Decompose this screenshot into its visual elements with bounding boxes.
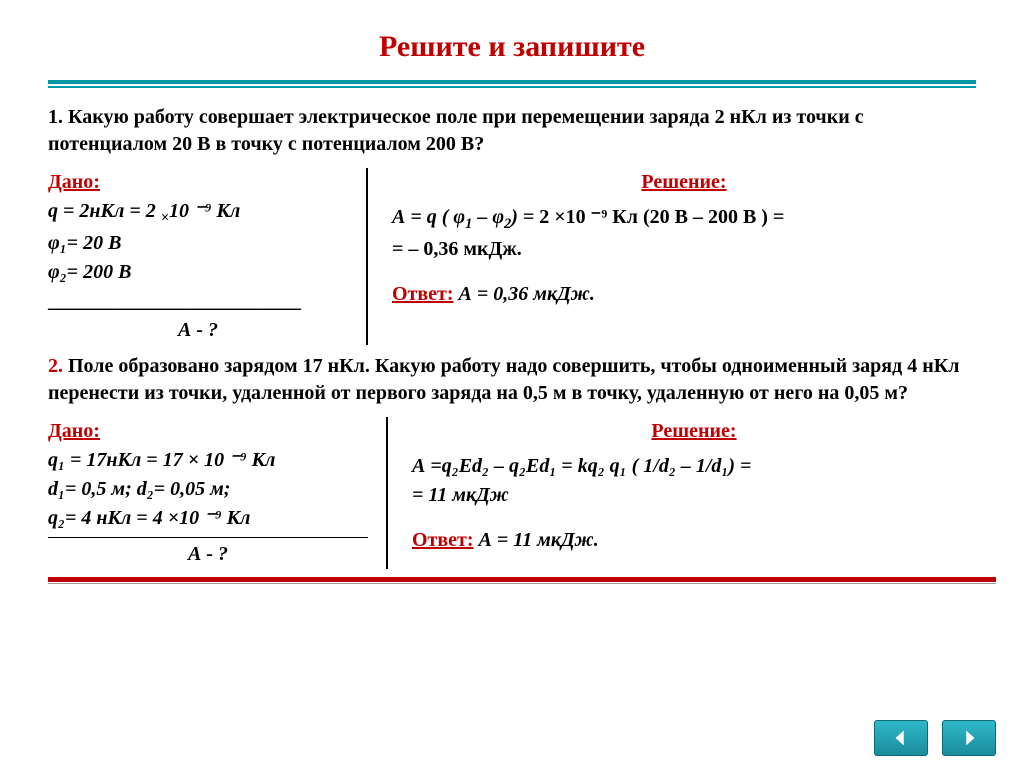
given-phi2: φ₂= 200 В [48,258,348,287]
answer-val-2: А = 11 мкДж. [474,529,599,551]
answer-label: Ответ: [392,283,454,305]
given-label: Дано: [48,168,348,197]
times-sub: × [161,210,169,226]
given-find: А - ? [48,316,348,345]
problem1-solution: Решение: А = q ( φ1 – φ2) = 2 ×10 ⁻⁹ Кл … [368,168,976,345]
divider-red [48,577,976,583]
solution-body: А = q ( φ1 – φ2) = 2 ×10 ⁻⁹ Кл (20 В – 2… [392,203,976,264]
problem1-statement: 1. Какую работу совершает электрическое … [48,104,976,158]
sol1a: А = q ( φ [392,206,465,228]
sol1-rhs: 2 ×10 ⁻⁹ Кл (20 В – 200 В ) = [539,206,784,228]
problem1-num: 1. [48,106,63,128]
next-button[interactable] [942,720,996,756]
given-q: q = 2нКл = 2 ×10 ⁻⁹ Кл [48,197,348,229]
problem2-block: Дано: q₁ = 17нКл = 17 × 10 ⁻⁹ Кл d₁= 0,5… [48,417,976,569]
nav-buttons [874,720,996,756]
page-title: Решите и запишите [48,30,976,64]
given-blank: ____________________________ [48,287,348,316]
sol1-line2: = – 0,36 мкДж. [392,238,522,260]
given-q-lhs: q = 2нКл = 2 [48,200,161,222]
solution-label-2: Решение: [412,417,976,446]
given-d: d₁= 0,5 м; d₂= 0,05 м; [48,475,368,504]
divider-teal [48,80,976,90]
problem2-text: Поле образовано зарядом 17 нКл. Какую ра… [48,355,959,404]
given-q2: q₂= 4 нКл = 4 ×10 ⁻⁹ Кл [48,504,368,533]
problem1-block: Дано: q = 2нКл = 2 ×10 ⁻⁹ Кл φ₁= 20 В φ₂… [48,168,976,345]
given-phi1: φ₁= 20 В [48,229,348,258]
given-q-rhs: 10 ⁻⁹ Кл [169,200,240,222]
arrow-left-icon [890,727,912,749]
answer-val: А = 0,36 мкДж. [454,283,595,305]
problem2-answer: Ответ: А = 11 мкДж. [412,526,976,555]
problem2-statement: 2. Поле образовано зарядом 17 нКл. Какую… [48,353,976,407]
arrow-right-icon [958,727,980,749]
sol1b: – φ [472,206,504,228]
problem1-text: Какую работу совершает электрическое пол… [48,106,864,155]
problem1-given: Дано: q = 2нКл = 2 ×10 ⁻⁹ Кл φ₁= 20 В φ₂… [48,168,368,345]
problem1-answer: Ответ: А = 0,36 мкДж. [392,280,976,309]
solution-body-2: А =q₂Еd₂ – q₂Еd₁ = kq₂ q₁ ( 1/d₂ – 1/d₁)… [412,452,976,510]
problem2-num: 2. [48,355,63,377]
given-find-2: А - ? [48,537,368,569]
answer-label-2: Ответ: [412,529,474,551]
given-q1: q₁ = 17нКл = 17 × 10 ⁻⁹ Кл [48,446,368,475]
problem2-given: Дано: q₁ = 17нКл = 17 × 10 ⁻⁹ Кл d₁= 0,5… [48,417,388,569]
sol1c: ) = [511,206,534,228]
given-label-2: Дано: [48,417,368,446]
sol2-line1: А =q₂Еd₂ – q₂Еd₁ = kq₂ q₁ ( 1/d₂ – 1/d₁)… [412,455,751,477]
solution-label: Решение: [392,168,976,197]
problem2-solution: Решение: А =q₂Еd₂ – q₂Еd₁ = kq₂ q₁ ( 1/d… [388,417,976,569]
prev-button[interactable] [874,720,928,756]
sol2-line2: = 11 мкДж [412,484,509,506]
